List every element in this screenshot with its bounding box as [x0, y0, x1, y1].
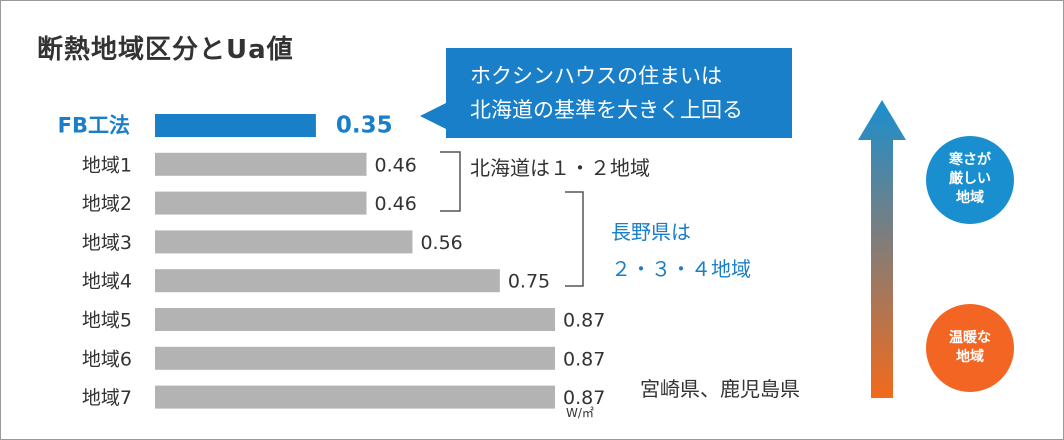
cold-label-line-3: 地域: [956, 190, 984, 206]
bracket-nagano: [565, 191, 584, 287]
bar: [155, 191, 367, 215]
bracket-hokkaido: [440, 151, 461, 212]
value-label: 0.46: [374, 193, 416, 215]
cold-region-label: 寒さが 厳しい 地域: [920, 151, 1020, 208]
annotation-nagano-line2: ２・３・４地域: [611, 257, 751, 281]
bar: [155, 269, 500, 293]
chart-title: 断熱地域区分とUa値: [37, 35, 294, 65]
value-label: 0.87: [563, 387, 605, 409]
value-label: 0.56: [420, 232, 462, 254]
cold-label-line-1: 寒さが: [949, 152, 991, 168]
value-label: 0.87: [563, 310, 605, 332]
category-label: 地域3: [82, 232, 132, 254]
category-label: 地域7: [82, 387, 132, 409]
category-label: 地域2: [82, 193, 132, 215]
bar: [155, 385, 555, 409]
warm-label-line-1: 温暖な: [949, 330, 991, 346]
bar: [155, 152, 367, 176]
annotation-hokkaido: 北海道は１・２地域: [470, 156, 650, 180]
callout-line-1: ホクシンハウスの住まいは: [470, 64, 722, 88]
bar-highlight: [155, 114, 316, 137]
value-label: 0.87: [563, 348, 605, 370]
annotation-miyazaki: 宮崎県、鹿児島県: [640, 377, 800, 401]
bar: [155, 346, 555, 370]
bar: [155, 230, 413, 254]
category-label: 地域5: [82, 310, 132, 332]
category-label: FB工法: [58, 114, 130, 138]
annotation-nagano-line1: 長野県は: [611, 220, 691, 244]
callout-line-2: 北海道の基準を大きく上回る: [470, 98, 743, 122]
cold-region-circle: [926, 136, 1014, 224]
warm-region-label: 温暖な 地域: [920, 329, 1020, 367]
value-label: 0.35: [336, 113, 393, 139]
value-label: 0.46: [374, 154, 416, 176]
callout-box: ホクシンハウスの住まいは 北海道の基準を大きく上回る: [446, 48, 792, 138]
warm-label-line-2: 地域: [956, 349, 984, 365]
up-arrow-icon: [858, 100, 906, 398]
callout-tail: [420, 102, 448, 130]
category-label: 地域1: [82, 154, 132, 176]
cold-label-line-2: 厳しい: [949, 171, 991, 187]
value-label: 0.75: [508, 271, 550, 293]
bar: [155, 308, 555, 331]
bars-layer: FB工法 0.35 地域1 0.46 地域2 0.46 地域3 0.56 地域4 0.75 地域5 0…: [58, 113, 606, 410]
category-label: 地域4: [82, 271, 132, 293]
warm-region-circle: [926, 304, 1014, 392]
category-label: 地域6: [82, 348, 132, 370]
unit-label: W/㎡: [566, 406, 594, 420]
